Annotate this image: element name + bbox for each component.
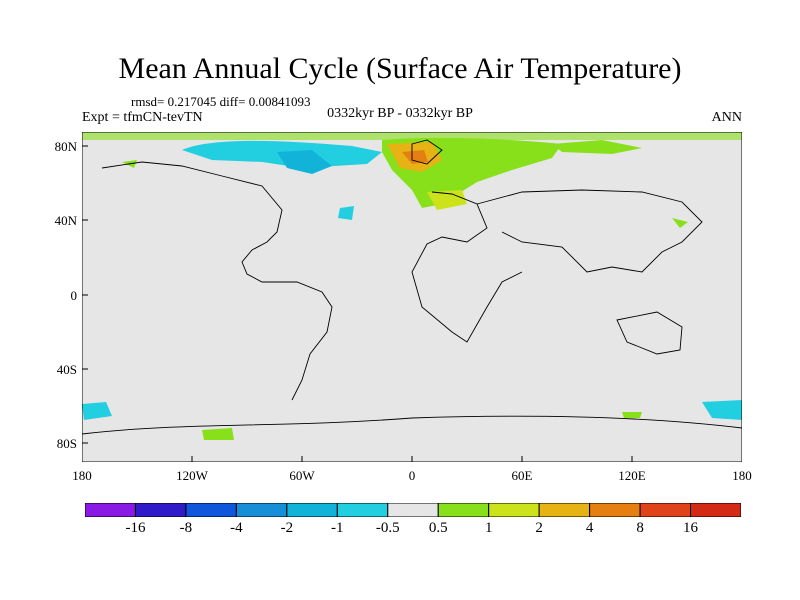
patch-hot-core	[402, 150, 428, 164]
coast-antarctica	[82, 415, 742, 435]
patch-polar-band	[82, 132, 742, 140]
coast-australia	[616, 311, 683, 355]
coast-eurasia	[476, 189, 703, 273]
stats-text: rmsd= 0.217045 diff= 0.00841093	[131, 94, 311, 109]
colorbar-swatch	[134, 503, 187, 517]
colorbar-label: -16	[125, 520, 146, 536]
period-label: 0332kyr BP - 0332kyr BP	[327, 106, 473, 121]
colorbar-swatch	[690, 503, 741, 517]
coast-north-america	[101, 161, 283, 283]
colorbar-swatch	[286, 503, 338, 517]
lat-label: 80S	[56, 436, 77, 451]
colorbar-swatch	[185, 503, 237, 517]
axis-ticks	[82, 145, 633, 462]
lon-label: 0	[408, 468, 416, 483]
experiment-label: Expt = tfmCN-tevTN	[82, 110, 203, 125]
colorbar-swatch	[488, 503, 540, 517]
lon-label: 120W	[176, 468, 208, 483]
colorbar-swatch	[589, 503, 641, 517]
patch-antarctic-east	[702, 400, 742, 420]
colorbar-label: 8	[636, 520, 644, 536]
lon-label: 120E	[618, 468, 646, 483]
patch-hudson	[277, 150, 332, 174]
colorbar-label: 0.5	[428, 520, 448, 536]
coast-greenland	[411, 139, 443, 165]
coast-africa	[411, 191, 523, 343]
colorbar-label: -8	[179, 520, 193, 536]
chart-title: Mean Annual Cycle (Surface Air Temperatu…	[118, 52, 682, 85]
coast-south-america	[277, 281, 333, 401]
colorbar-label: -0.5	[375, 520, 400, 536]
patch-antarctic-green	[622, 412, 642, 418]
lon-label: 60W	[289, 468, 315, 483]
colorbar-label: 4	[585, 520, 594, 536]
colorbar-swatch	[437, 503, 490, 517]
patch-atlantic-cyan	[338, 206, 354, 220]
lat-label: 0	[70, 288, 78, 303]
lon-label: 180	[72, 468, 92, 483]
patch-siberia	[552, 140, 642, 154]
lat-label: 40N	[54, 213, 77, 228]
colorbar-swatch	[387, 503, 439, 517]
lat-label: 80N	[54, 139, 77, 154]
coastlines	[82, 139, 742, 435]
lon-label: 180	[732, 468, 752, 483]
temperature-map	[82, 132, 742, 462]
patch-scandinavia	[427, 190, 467, 210]
colorbar-swatch	[336, 503, 389, 517]
patch-weddell	[202, 428, 234, 440]
colorbar-label: -4	[230, 520, 243, 536]
colorbar-label: -2	[280, 520, 294, 536]
colorbar	[85, 503, 741, 517]
colorbar-label: -1	[331, 520, 344, 536]
anomaly-patches	[82, 132, 742, 440]
patch-antarctic-west	[82, 402, 112, 420]
season-label: ANN	[711, 110, 742, 125]
lon-label: 60E	[511, 468, 533, 483]
colorbar-label: 1	[484, 520, 493, 536]
colorbar-swatch	[235, 503, 288, 517]
patch-japan	[672, 218, 688, 228]
colorbar-label: 2	[535, 520, 543, 536]
colorbar-label: 16	[683, 520, 699, 536]
colorbar-swatch	[85, 503, 136, 517]
colorbar-swatch	[538, 503, 591, 517]
lat-label: 40S	[56, 362, 77, 377]
colorbar-swatch	[639, 503, 692, 517]
